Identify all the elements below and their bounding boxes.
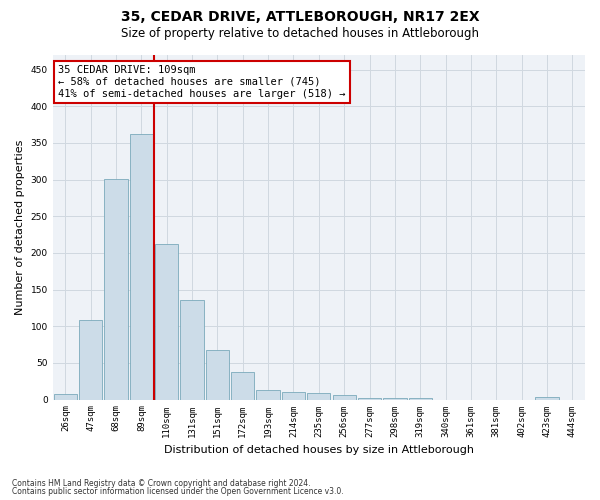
Text: Contains HM Land Registry data © Crown copyright and database right 2024.: Contains HM Land Registry data © Crown c… — [12, 478, 311, 488]
Bar — [282, 392, 305, 400]
Text: Contains public sector information licensed under the Open Government Licence v3: Contains public sector information licen… — [12, 487, 344, 496]
Text: 35, CEDAR DRIVE, ATTLEBOROUGH, NR17 2EX: 35, CEDAR DRIVE, ATTLEBOROUGH, NR17 2EX — [121, 10, 479, 24]
Bar — [535, 398, 559, 400]
Text: Size of property relative to detached houses in Attleborough: Size of property relative to detached ho… — [121, 28, 479, 40]
Bar — [79, 320, 103, 400]
Bar — [53, 394, 77, 400]
Bar — [181, 300, 204, 400]
Bar — [206, 350, 229, 400]
Bar — [155, 244, 178, 400]
Bar — [104, 179, 128, 400]
Bar — [231, 372, 254, 400]
Y-axis label: Number of detached properties: Number of detached properties — [15, 140, 25, 315]
Bar — [332, 395, 356, 400]
Bar — [256, 390, 280, 400]
Bar — [409, 398, 432, 400]
Bar — [383, 398, 407, 400]
Text: 35 CEDAR DRIVE: 109sqm
← 58% of detached houses are smaller (745)
41% of semi-de: 35 CEDAR DRIVE: 109sqm ← 58% of detached… — [58, 66, 346, 98]
Bar — [130, 134, 153, 400]
Bar — [307, 393, 331, 400]
X-axis label: Distribution of detached houses by size in Attleborough: Distribution of detached houses by size … — [164, 445, 474, 455]
Bar — [358, 398, 381, 400]
